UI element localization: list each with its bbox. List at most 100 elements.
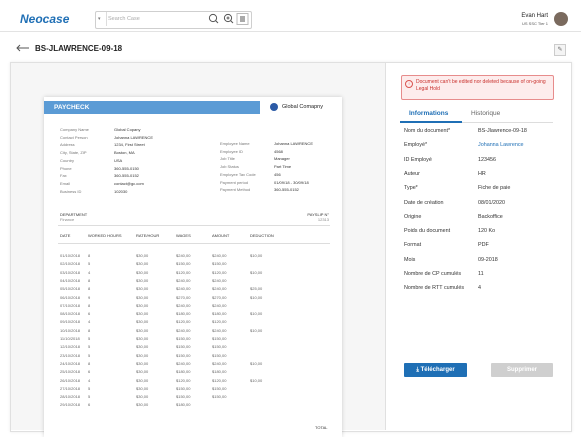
table-cell: $180,00	[212, 311, 227, 317]
table-cell: $240,00	[212, 327, 227, 333]
table-cell: $30,00	[136, 253, 149, 258]
table-cell: $30,00	[136, 277, 149, 283]
search-menu[interactable]: ▾	[98, 12, 107, 26]
info-value: 4	[478, 285, 481, 292]
logo[interactable]: Neocase	[20, 12, 70, 26]
table-cell: 8	[88, 360, 91, 366]
company-field-label: Fax	[60, 173, 67, 179]
company-field-value: USA	[114, 157, 123, 163]
company-logo-text: Global Comapny	[282, 104, 323, 110]
company-field-value: Global Copany	[114, 127, 141, 132]
table-cell: $10,00	[250, 311, 263, 317]
table-cell: $30,00	[136, 402, 149, 408]
search-box[interactable]	[95, 11, 252, 29]
table-cell: 9	[88, 294, 91, 300]
info-label: Employé*	[404, 142, 428, 149]
employee-field-value: Johanna LAWRENCE	[274, 141, 313, 146]
info-label: Date de création	[404, 199, 444, 206]
table-cell: 12/10/2018	[60, 344, 81, 350]
table-cell: 4	[88, 377, 91, 383]
employee-field-label: Job Title	[220, 156, 235, 162]
company-field-label: Contact Person	[60, 134, 88, 140]
info-label: Nom du document*	[404, 128, 451, 134]
table-cell: $120,00	[176, 319, 191, 325]
tab-historique[interactable]: Historique	[471, 110, 501, 117]
table-cell: $30,00	[136, 269, 149, 275]
user-role: US SSC Tier 1	[521, 21, 548, 26]
info-value: HR	[478, 170, 486, 177]
table-cell: $120,00	[212, 269, 227, 275]
search-placeholder: Search Case	[108, 16, 140, 22]
table-cell: $150,00	[212, 336, 227, 341]
company-field-value: 102030	[114, 188, 128, 194]
table-cell: $10,00	[250, 327, 263, 333]
department-label: DEPARTMENT	[60, 212, 88, 217]
table-cell: $10,00	[250, 269, 263, 275]
table-cell: $30,00	[136, 302, 149, 308]
info-label: Auteur	[404, 170, 420, 177]
table-cell: 6	[88, 311, 91, 317]
employee-field-value: Manager	[274, 156, 290, 162]
table-cell: 27/10/2018	[60, 385, 81, 391]
table-header: RATE/HOUR	[136, 233, 160, 238]
tab-underline	[400, 121, 462, 123]
table-cell: $180,00	[176, 402, 191, 408]
info-value[interactable]: Johanna Lawrence	[478, 142, 524, 149]
edit-button[interactable]: ✎	[554, 44, 566, 56]
employee-field-value: 01/09/18 - 30/09/18	[274, 179, 309, 185]
table-cell: $240,00	[176, 302, 191, 308]
table-header: WORKED HOURS	[88, 233, 122, 238]
search-icons[interactable]	[207, 13, 249, 25]
info-value: Fiche de paie	[478, 185, 511, 192]
company-field-value: Boston, MA	[114, 150, 135, 156]
company-field-value: contact@gc.com	[114, 180, 144, 186]
download-text: Télécharger	[420, 367, 455, 373]
table-cell: $240,00	[176, 327, 191, 333]
table-header: DATE	[60, 233, 71, 238]
table-cell: 02/10/2018	[60, 261, 81, 267]
table-cell: $150,00	[176, 261, 191, 267]
table-cell: 8	[88, 302, 91, 308]
avatar[interactable]	[554, 12, 568, 26]
user-name[interactable]: Evan Hart	[521, 13, 548, 19]
table-cell: $240,00	[212, 253, 227, 258]
table-cell: $270,00	[176, 294, 191, 300]
document-paper	[44, 97, 342, 437]
employee-field-value: 360-555-0152	[274, 187, 299, 193]
table-cell: $150,00	[176, 352, 191, 358]
download-button[interactable]: ⤓ Télécharger	[404, 363, 467, 377]
back-arrow[interactable]	[16, 44, 30, 52]
table-cell: $30,00	[136, 311, 149, 317]
table-cell: $270,00	[212, 294, 227, 300]
table-cell: $150,00	[212, 352, 227, 358]
company-field-label: Phone	[60, 165, 72, 171]
info-label: Origine	[404, 213, 422, 220]
info-label: Type*	[404, 185, 418, 192]
employee-field-label: Employee Name	[220, 141, 250, 146]
table-cell: 5	[88, 261, 91, 267]
table-cell: 28/10/2018	[60, 394, 81, 400]
table-cell: 6	[88, 402, 91, 408]
company-field-label: Company Name	[60, 127, 89, 132]
table-cell: $10,00	[250, 360, 263, 366]
paycheck-title: PAYCHECK	[54, 104, 90, 111]
table-cell: $30,00	[136, 377, 149, 383]
company-field-value: Johanna LAWRENCE	[114, 134, 153, 140]
table-cell: $120,00	[212, 377, 227, 383]
table-cell: 09/10/2018	[60, 319, 81, 325]
table-cell: $150,00	[212, 261, 227, 267]
tab-line	[400, 122, 553, 123]
employee-field-label: Payment Method	[220, 187, 251, 193]
table-cell: 06/10/2018	[60, 294, 81, 300]
tab-informations[interactable]: Informations	[409, 110, 449, 117]
table-cell: 26/10/2018	[60, 377, 81, 383]
delete-button[interactable]: Supprimer	[491, 363, 553, 377]
separator	[58, 225, 330, 226]
table-cell: $180,00	[176, 311, 191, 317]
info-value: 09-2018	[478, 256, 498, 263]
company-field-label: Address	[60, 142, 75, 148]
table-cell: $150,00	[212, 385, 227, 391]
company-field-value: 1234, First Street	[114, 142, 145, 148]
table-cell: $150,00	[212, 344, 227, 350]
alert-box	[401, 75, 554, 100]
